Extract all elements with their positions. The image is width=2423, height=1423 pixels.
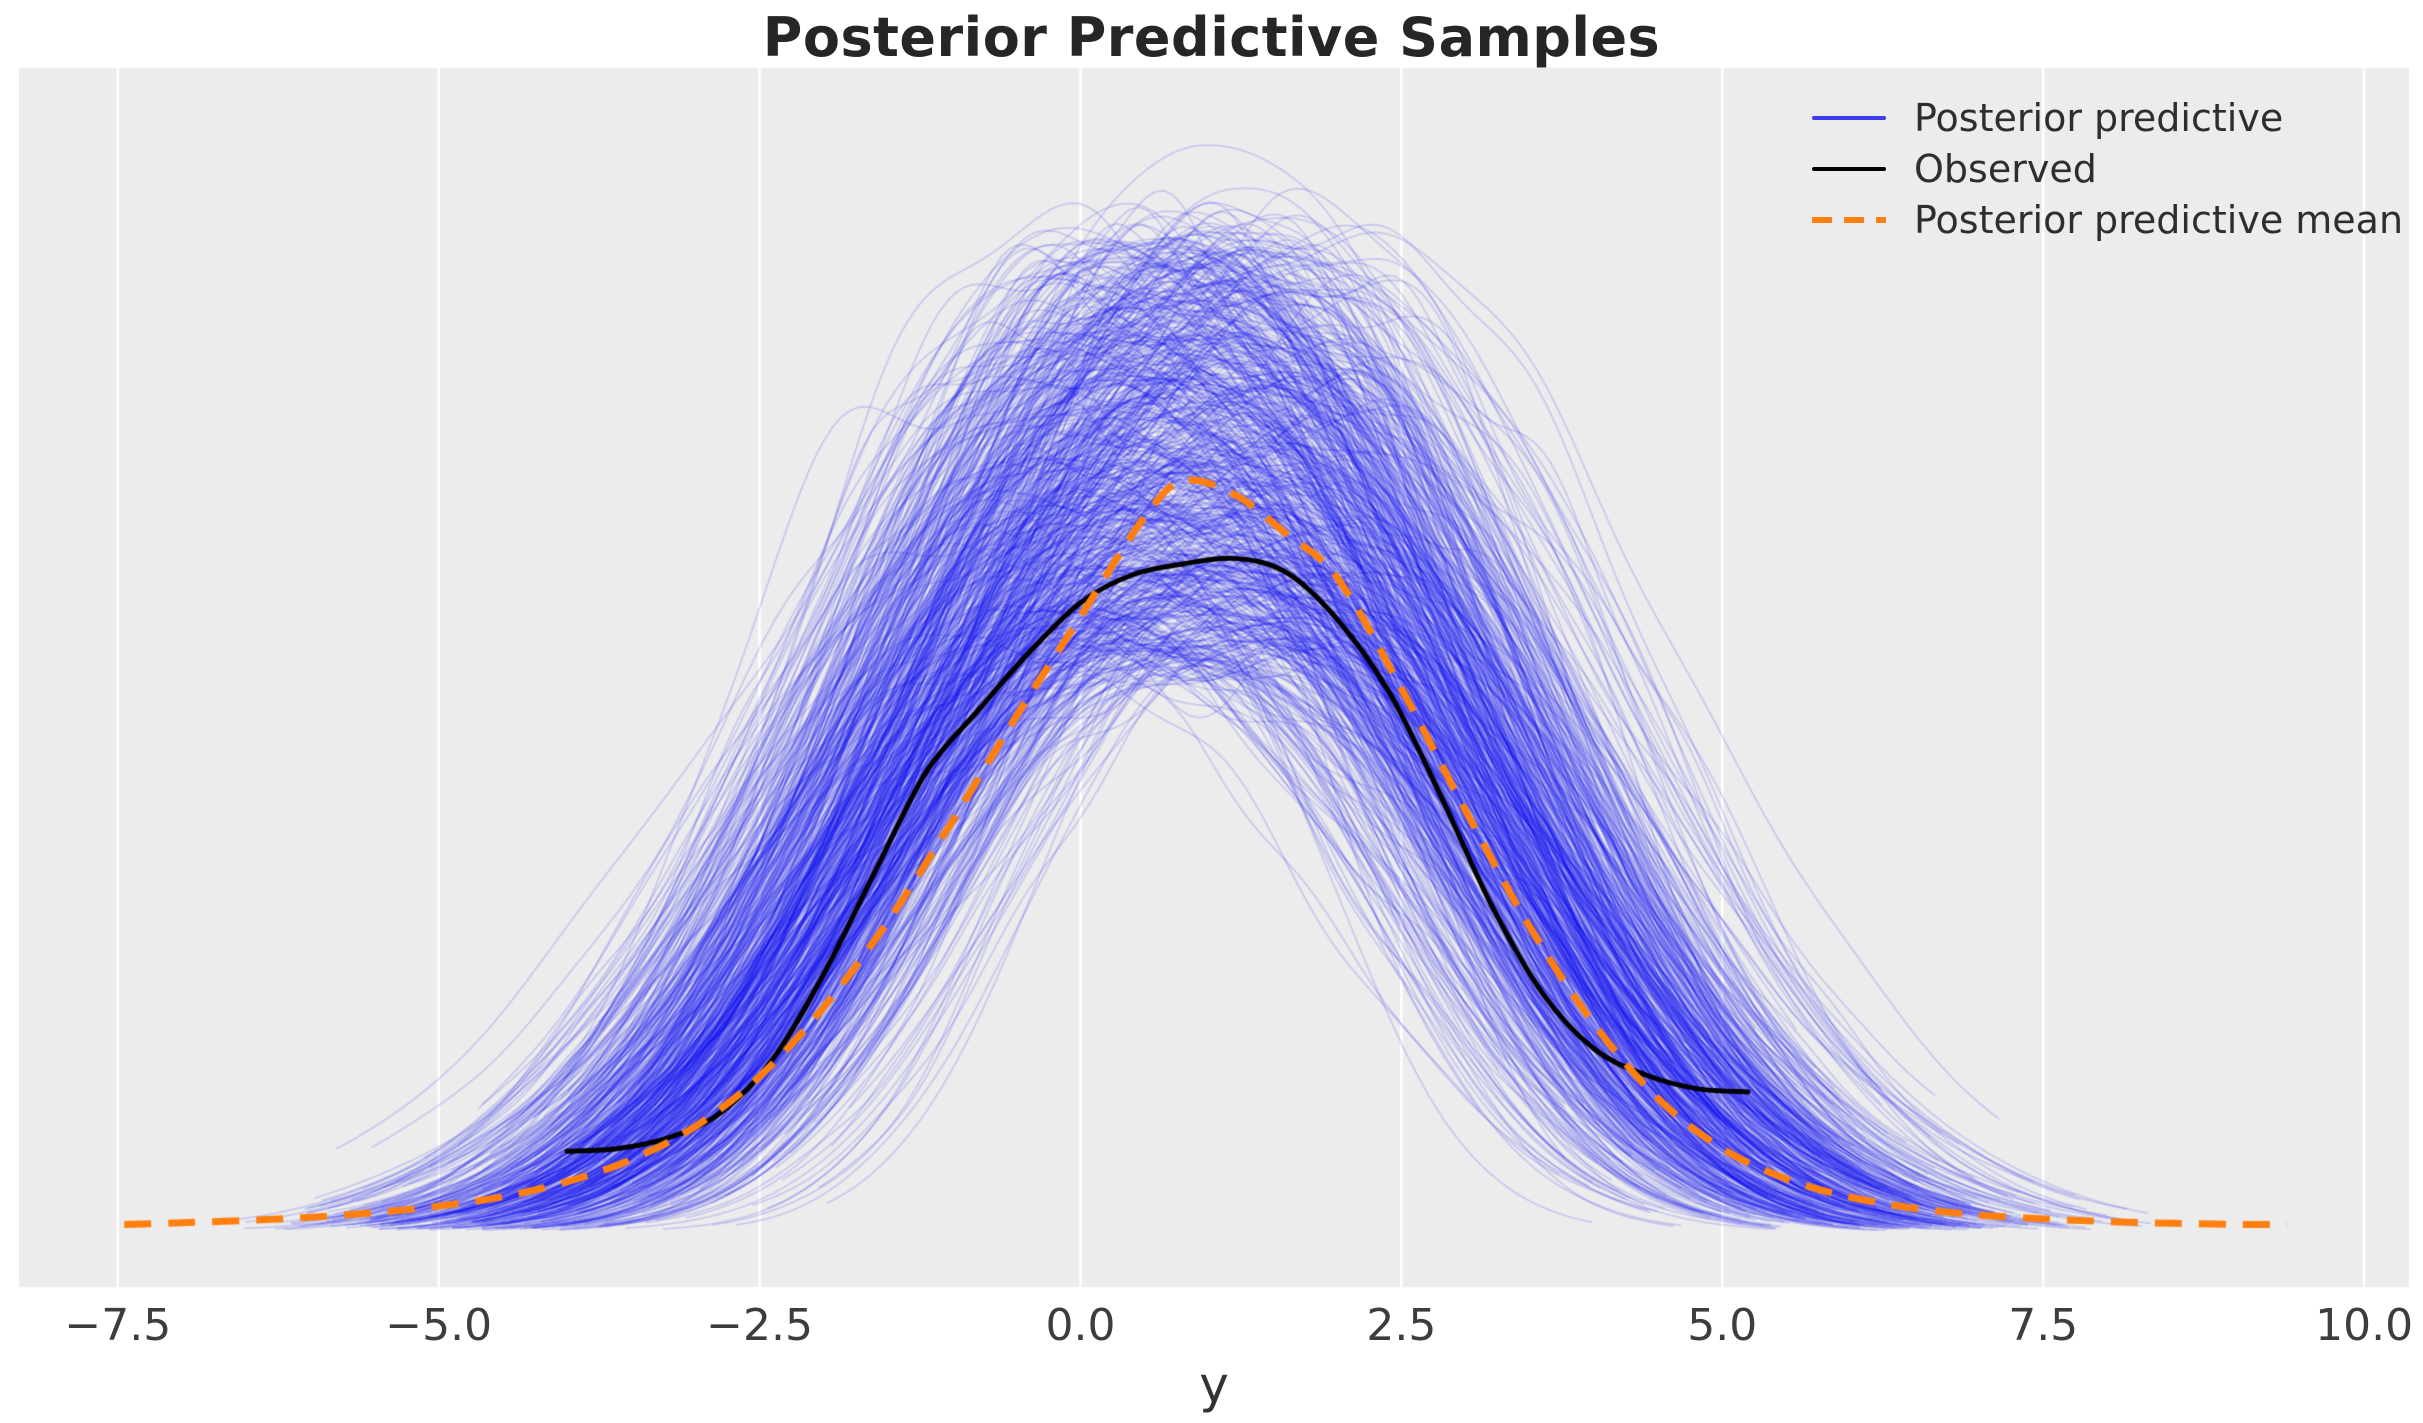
- legend-swatch-dashed-line-2: [1812, 216, 1886, 223]
- legend-item-1: Observed: [1812, 143, 2403, 194]
- legend-label-1: Observed: [1914, 146, 2097, 191]
- legend-item-0: Posterior predictive: [1812, 92, 2403, 143]
- x-tick-label-5: 5.0: [1687, 1300, 1758, 1351]
- x-tick-label-1: −5.0: [385, 1300, 493, 1351]
- x-tick-label-3: 0.0: [1045, 1300, 1116, 1351]
- x-tick-label-2: −2.5: [706, 1300, 814, 1351]
- legend-item-2: Posterior predictive mean: [1812, 194, 2403, 245]
- x-tick-label-0: −7.5: [64, 1300, 172, 1351]
- legend-label-0: Posterior predictive: [1914, 95, 2284, 140]
- legend-swatch-line-1: [1812, 166, 1886, 171]
- x-tick-label-4: 2.5: [1366, 1300, 1437, 1351]
- x-tick-label-7: 10.0: [2315, 1300, 2414, 1351]
- legend: Posterior predictive Observed Posterior pr…: [1812, 92, 2403, 245]
- x-axis-label: y: [1199, 1356, 1229, 1414]
- legend-swatch-line-0: [1812, 115, 1886, 120]
- chart-title: Posterior Predictive Samples: [762, 6, 1661, 69]
- legend-label-2: Posterior predictive mean: [1914, 197, 2404, 242]
- x-tick-label-6: 7.5: [2008, 1300, 2079, 1351]
